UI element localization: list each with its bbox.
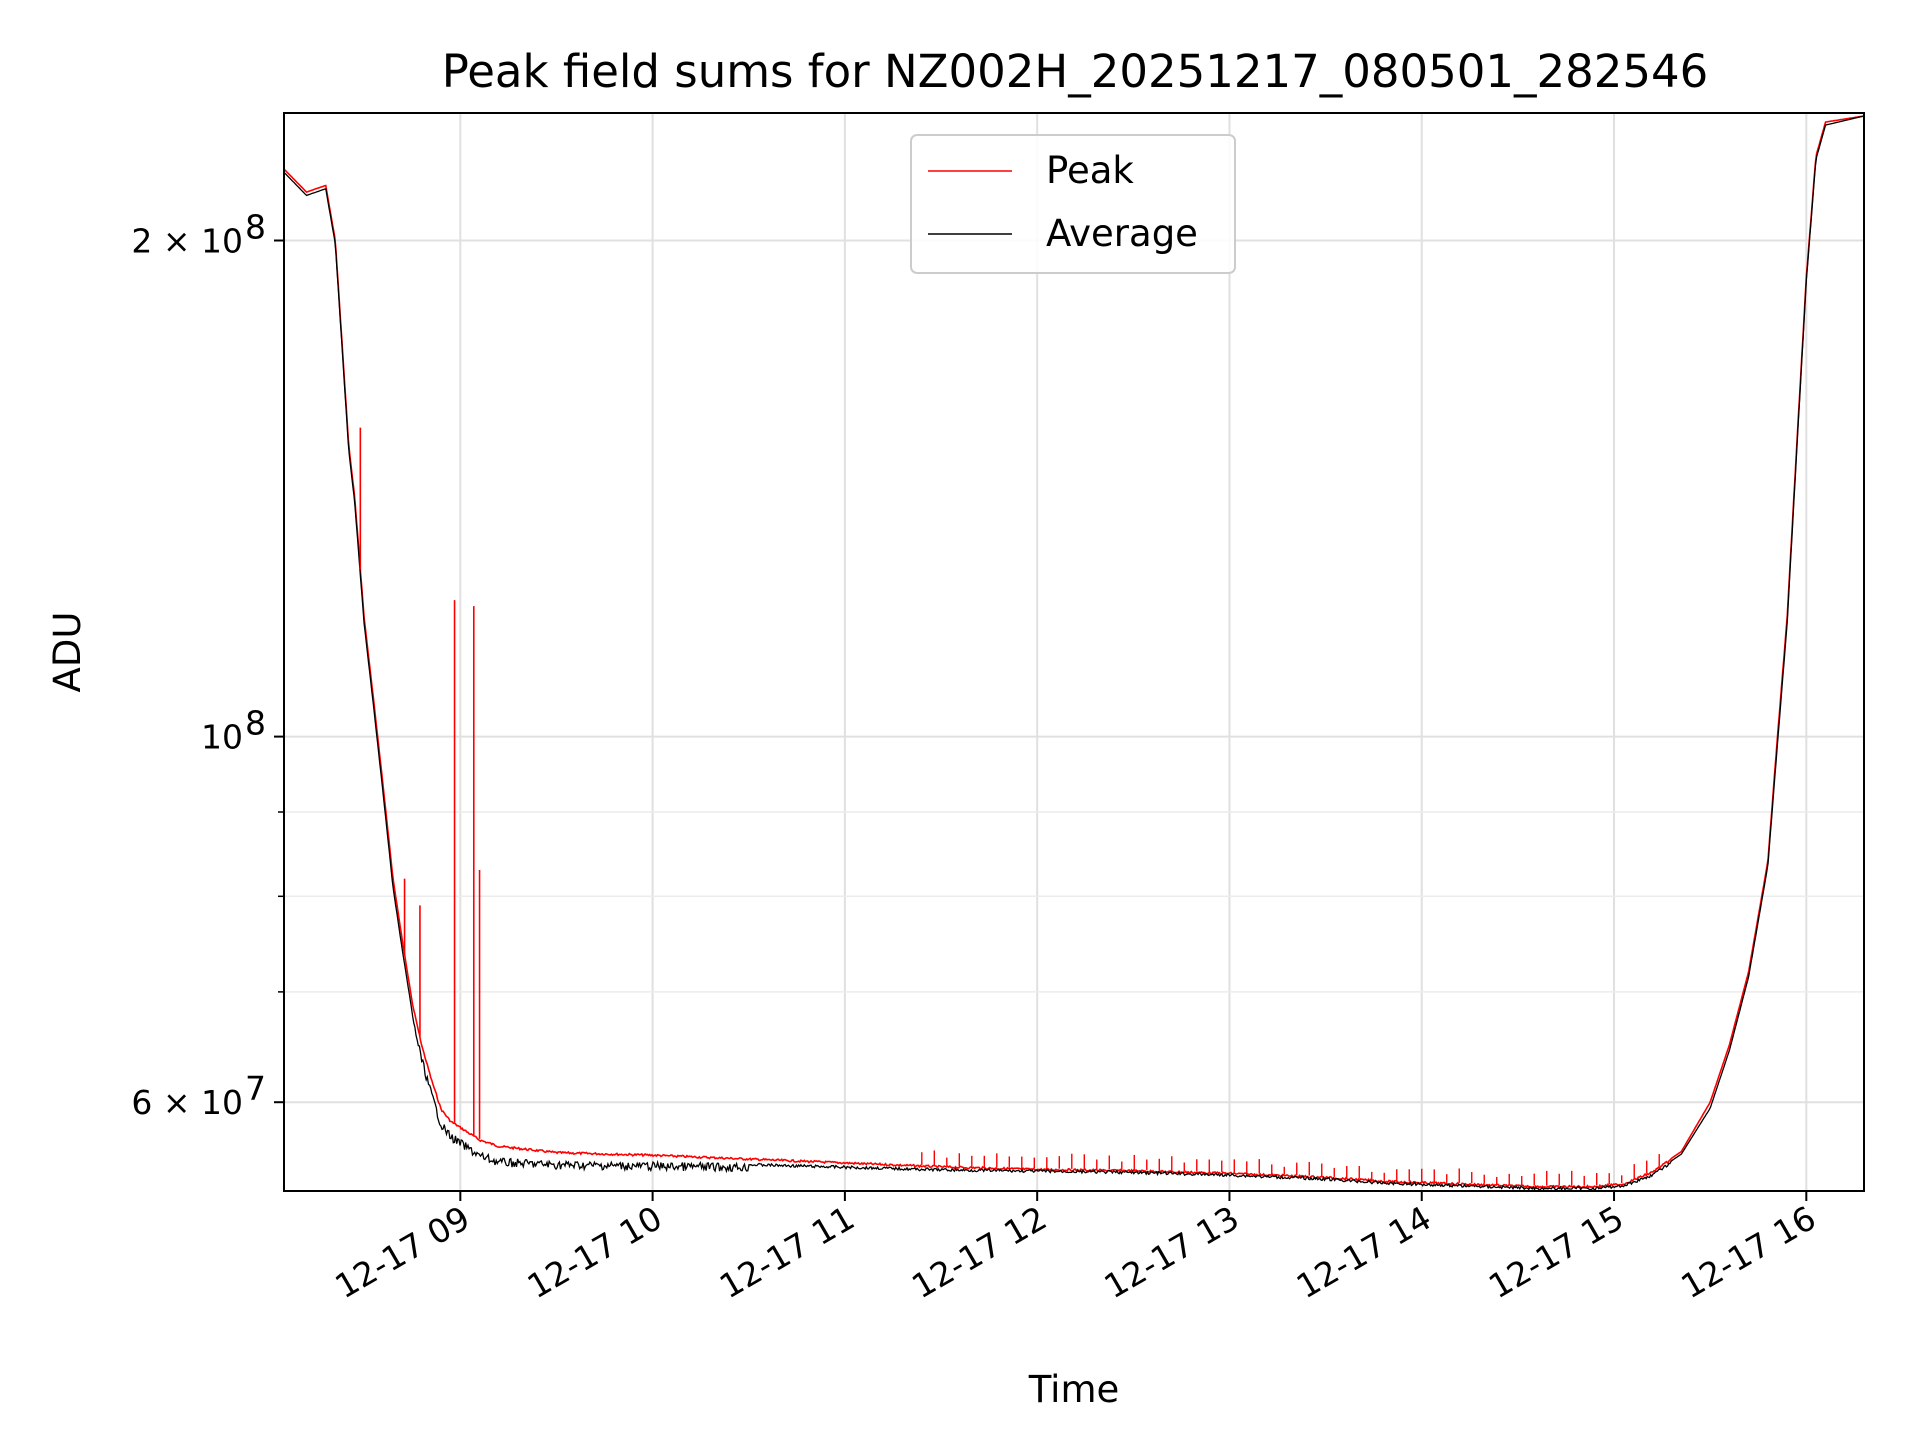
x-axis-label: Time <box>1028 1368 1120 1411</box>
legend-box <box>910 134 1236 274</box>
legend-label-peak: Peak <box>1046 149 1134 192</box>
y-tick-exponent: 8 <box>245 208 266 247</box>
chart-title: Peak field sums for NZ002H_20251217_0805… <box>442 45 1709 98</box>
y-tick-base: 10 <box>201 718 243 757</box>
series-line-average <box>284 115 1864 1191</box>
y-tick-exponent: 8 <box>245 704 266 743</box>
y-tick-exponent: 7 <box>245 1069 266 1108</box>
legend-label-average: Average <box>1046 212 1198 255</box>
series-line-peak <box>284 115 1864 1189</box>
y-tick-label: 82 × 10 <box>131 208 266 261</box>
y-axis-label: ADU <box>46 612 89 693</box>
y-tick-label: 76 × 10 <box>131 1069 266 1122</box>
y-tick-base: 6 × 10 <box>131 1083 243 1122</box>
legend: Peak Average <box>910 134 1236 274</box>
y-tick-label: 810 <box>201 704 266 757</box>
y-tick-base: 2 × 10 <box>131 222 243 261</box>
plot-frame <box>283 112 1865 1192</box>
series-layer <box>284 115 1864 1191</box>
